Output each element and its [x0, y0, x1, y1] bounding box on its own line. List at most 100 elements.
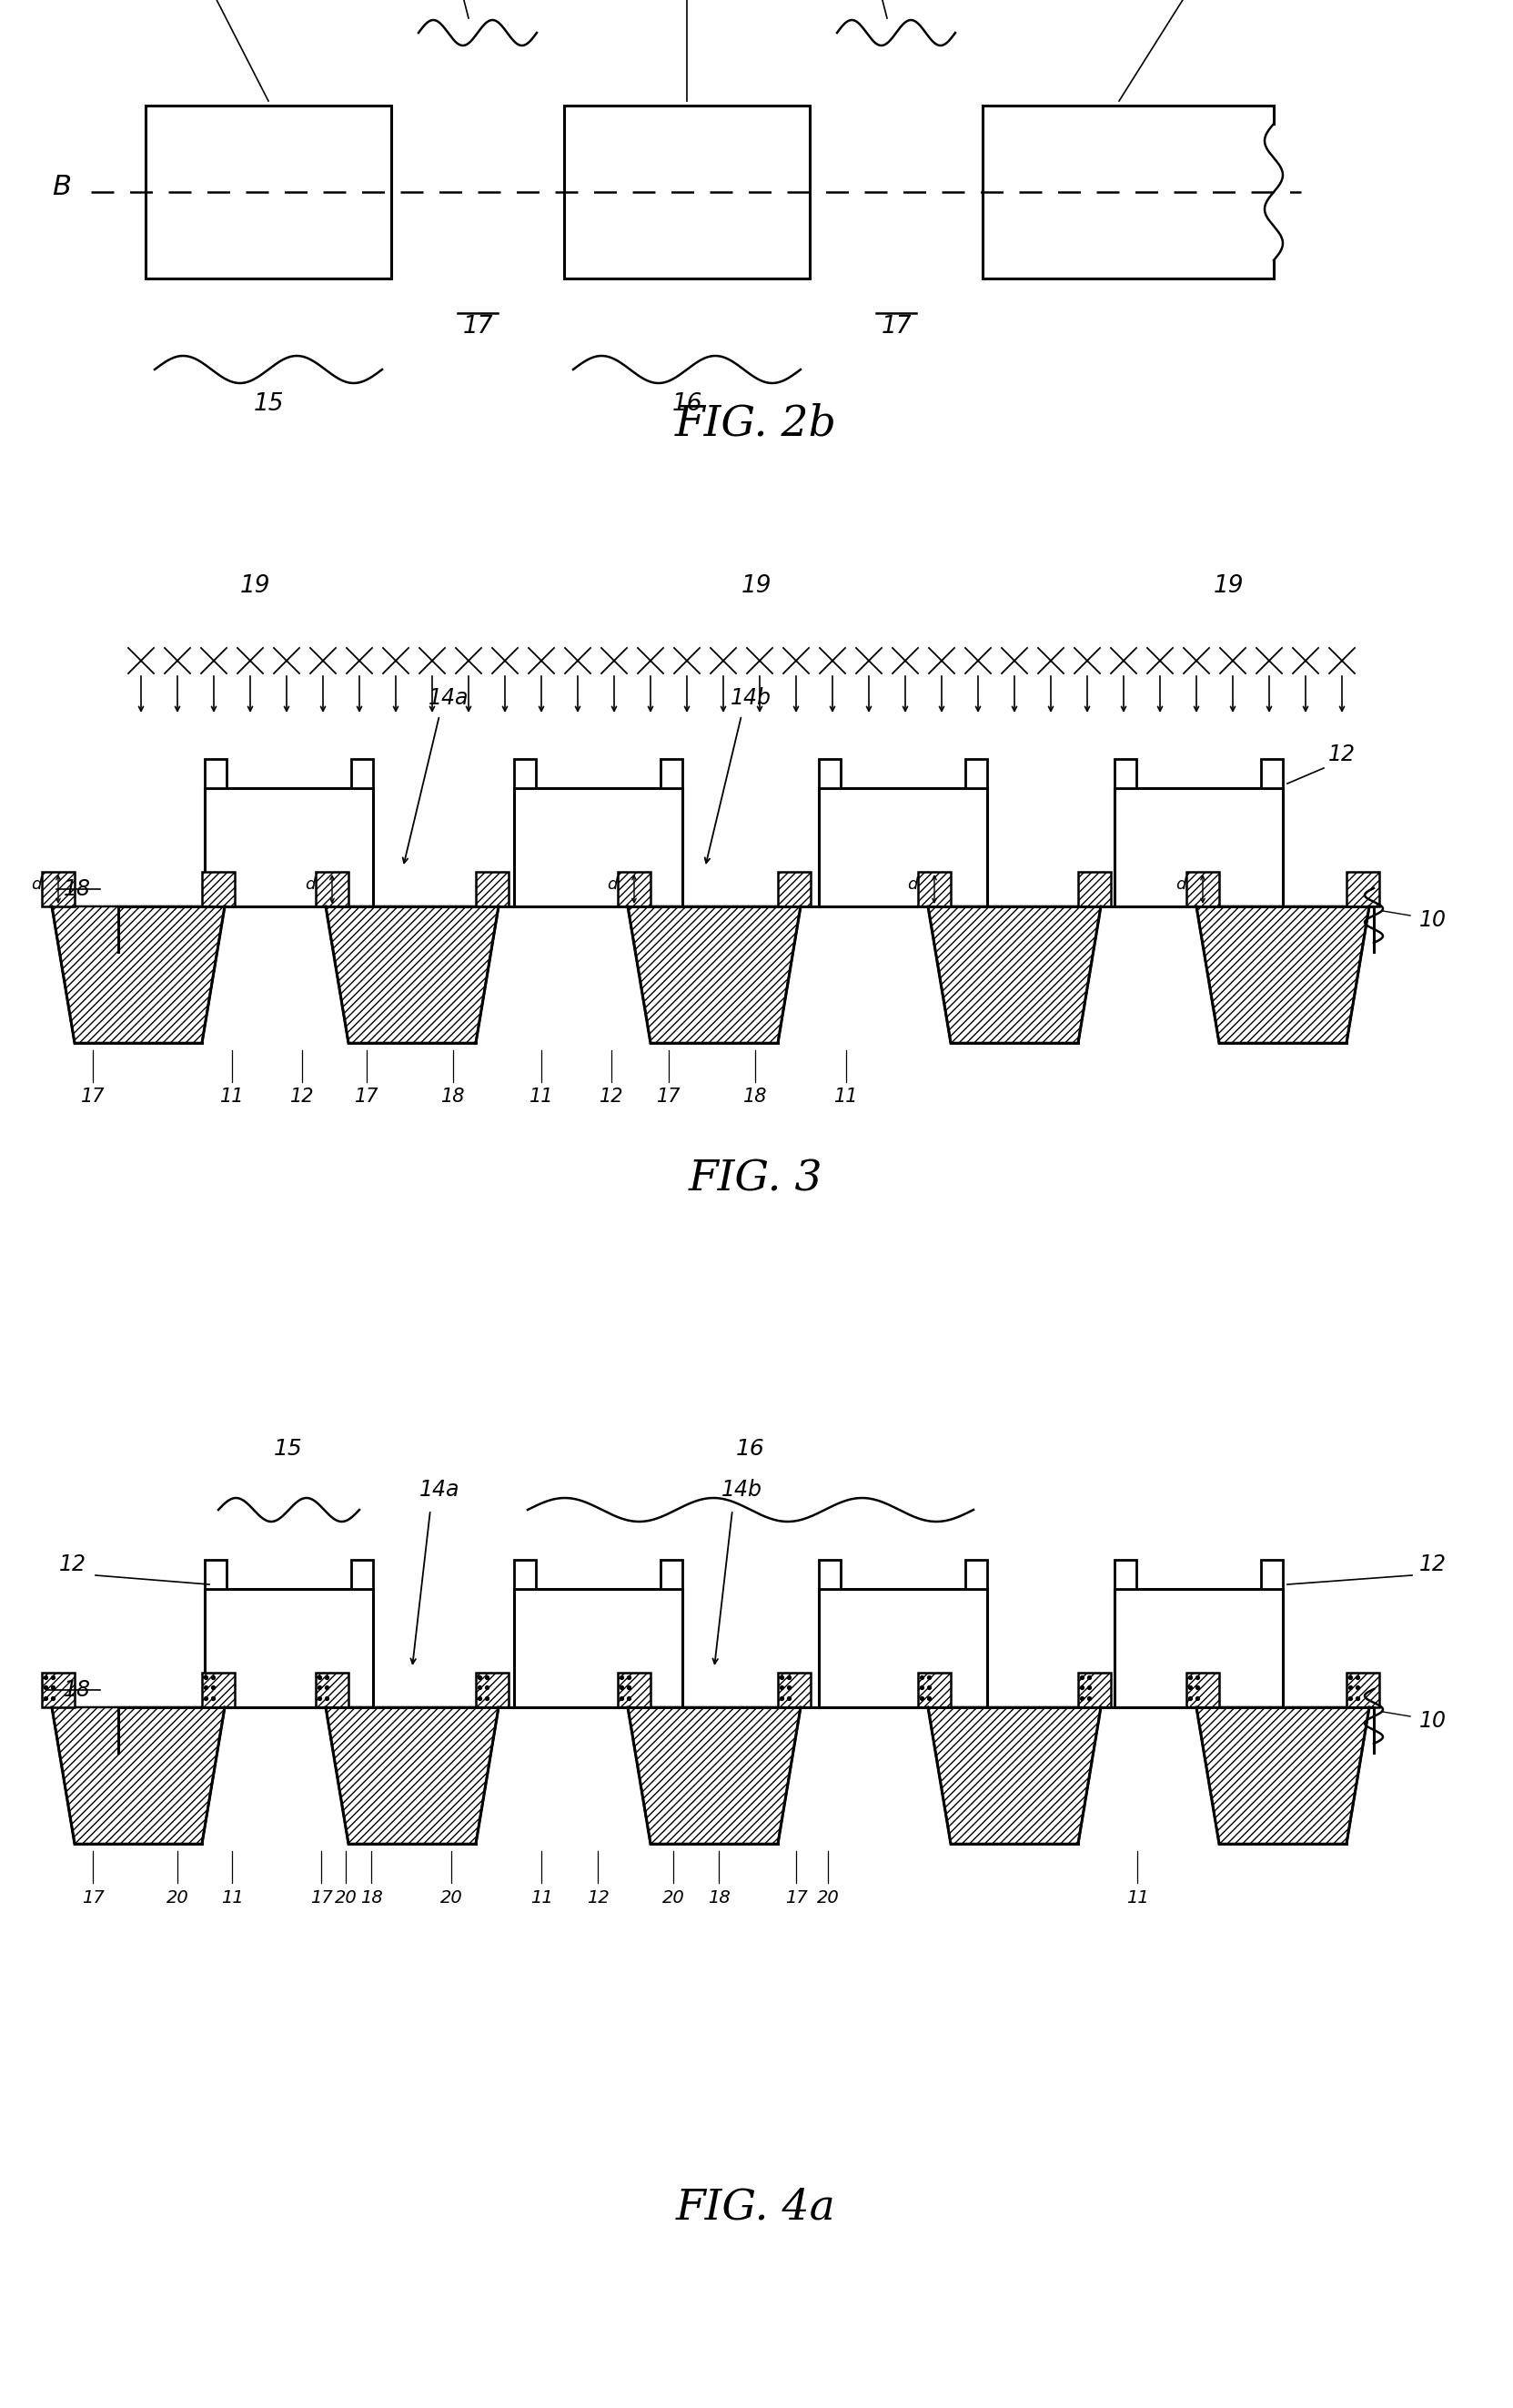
Bar — [351, 759, 374, 787]
Text: 17: 17 — [354, 1088, 378, 1105]
Text: 10: 10 — [1419, 1710, 1446, 1731]
Text: 17: 17 — [80, 1088, 104, 1105]
Text: 17: 17 — [310, 1890, 333, 1907]
Text: 17: 17 — [881, 315, 911, 340]
Bar — [1079, 1674, 1111, 1707]
Text: 11: 11 — [530, 1890, 552, 1907]
Bar — [145, 106, 392, 279]
Text: 20: 20 — [663, 1890, 684, 1907]
Polygon shape — [628, 905, 800, 1043]
Text: 15: 15 — [274, 1438, 303, 1459]
Text: 12: 12 — [1419, 1553, 1446, 1575]
Text: 11: 11 — [221, 1890, 244, 1907]
Text: 18: 18 — [743, 1088, 767, 1105]
Text: 19: 19 — [1213, 573, 1244, 597]
Text: 14a: 14a — [419, 1479, 460, 1500]
Bar — [204, 759, 227, 787]
Text: d: d — [1176, 877, 1186, 893]
Text: 20: 20 — [334, 1890, 357, 1907]
Bar — [1186, 1674, 1219, 1707]
Polygon shape — [51, 1707, 225, 1845]
Bar — [617, 872, 651, 905]
Text: d: d — [306, 877, 316, 893]
Text: 20: 20 — [440, 1890, 463, 1907]
Bar — [617, 1674, 651, 1707]
Text: 17: 17 — [785, 1890, 808, 1907]
Polygon shape — [1197, 905, 1369, 1043]
Bar — [514, 1560, 536, 1589]
Text: FIG. 2b: FIG. 2b — [675, 405, 837, 445]
Bar — [1347, 872, 1380, 905]
Text: 18: 18 — [360, 1890, 383, 1907]
Polygon shape — [325, 905, 499, 1043]
Bar — [42, 1674, 74, 1707]
Bar — [514, 787, 682, 905]
Text: B: B — [51, 173, 71, 200]
Bar — [965, 1560, 986, 1589]
Bar — [1186, 872, 1219, 905]
Text: 11: 11 — [1126, 1890, 1148, 1907]
Bar — [1115, 1589, 1283, 1707]
Bar — [819, 1560, 841, 1589]
Text: d: d — [32, 877, 42, 893]
Text: 12: 12 — [290, 1088, 315, 1105]
Bar — [475, 1674, 508, 1707]
Text: 12: 12 — [599, 1088, 623, 1105]
Bar — [661, 1560, 682, 1589]
Bar — [778, 872, 811, 905]
Text: 18: 18 — [440, 1088, 464, 1105]
Polygon shape — [325, 1707, 499, 1845]
Text: 12: 12 — [587, 1890, 610, 1907]
Bar — [661, 759, 682, 787]
Bar — [514, 1589, 682, 1707]
Text: 12: 12 — [59, 1553, 86, 1575]
Text: 17: 17 — [657, 1088, 681, 1105]
Text: 18: 18 — [64, 1678, 91, 1700]
Bar — [1079, 872, 1111, 905]
Text: d: d — [607, 877, 617, 893]
Bar — [564, 106, 809, 279]
Bar — [1115, 787, 1283, 905]
Bar — [514, 759, 536, 787]
Text: FIG. 3: FIG. 3 — [688, 1158, 823, 1199]
Polygon shape — [628, 1707, 800, 1845]
Text: 17: 17 — [463, 315, 493, 340]
Text: d: d — [908, 877, 918, 893]
Text: FIG. 4a: FIG. 4a — [676, 2186, 837, 2227]
Text: 19: 19 — [239, 573, 269, 597]
Bar — [819, 759, 841, 787]
Text: 15: 15 — [253, 393, 283, 417]
Bar — [918, 872, 950, 905]
Text: 11: 11 — [219, 1088, 244, 1105]
Bar — [316, 1674, 348, 1707]
Bar — [204, 787, 374, 905]
Bar — [201, 872, 235, 905]
Text: 18: 18 — [64, 879, 91, 901]
Text: 14b: 14b — [722, 1479, 763, 1500]
Text: 11: 11 — [530, 1088, 554, 1105]
Bar — [819, 1589, 986, 1707]
Bar — [475, 872, 508, 905]
Bar — [42, 872, 74, 905]
Text: 18: 18 — [708, 1890, 729, 1907]
Text: 16: 16 — [737, 1438, 766, 1459]
Bar — [778, 1674, 811, 1707]
Bar — [819, 787, 986, 905]
Text: 14a: 14a — [428, 686, 469, 708]
Bar — [1260, 1560, 1283, 1589]
Text: 10: 10 — [1419, 910, 1446, 932]
Text: 19: 19 — [741, 573, 772, 597]
Bar — [351, 1560, 374, 1589]
Bar — [965, 759, 986, 787]
Bar — [201, 1674, 235, 1707]
Bar — [1115, 759, 1136, 787]
Polygon shape — [927, 905, 1101, 1043]
Polygon shape — [927, 1707, 1101, 1845]
Bar — [1115, 1560, 1136, 1589]
Polygon shape — [1197, 1707, 1369, 1845]
Text: 20: 20 — [817, 1890, 840, 1907]
Bar — [316, 872, 348, 905]
Text: 16: 16 — [672, 393, 702, 417]
Text: 17: 17 — [82, 1890, 104, 1907]
Bar — [1260, 759, 1283, 787]
